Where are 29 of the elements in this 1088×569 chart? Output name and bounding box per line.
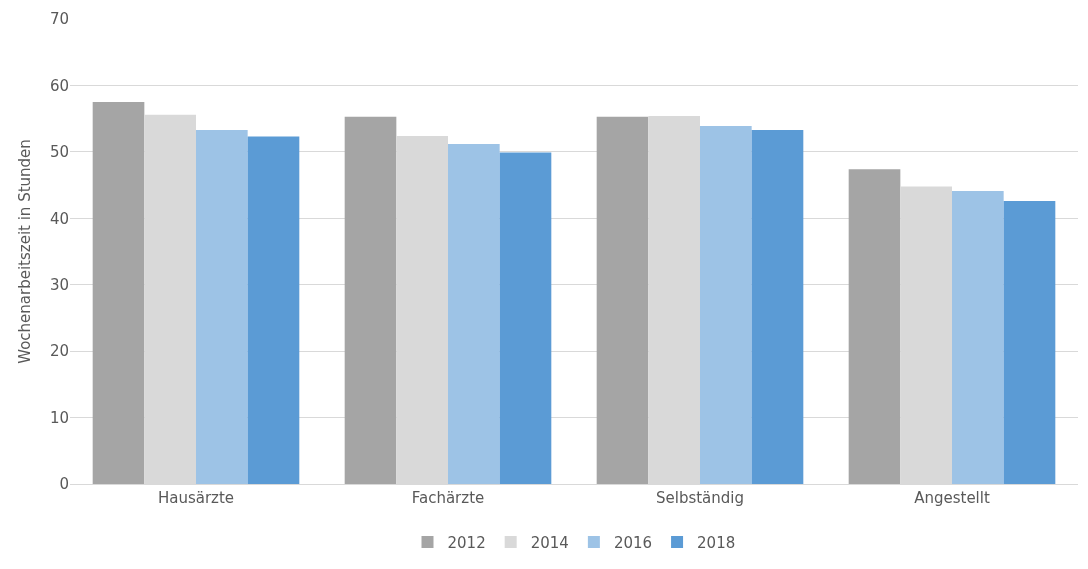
bar [499,152,552,484]
bar [1003,201,1056,484]
bar [92,102,145,484]
y-tick-label: 50 [49,143,69,162]
y-tick-label: 70 [49,10,69,29]
y-tick-label: 20 [49,342,69,361]
x-tick-label: Selbständig [655,489,745,507]
legend-label: 2018 [697,533,736,552]
x-tick-label: Fachärzte [411,489,485,507]
y-tick-label: 0 [59,475,69,494]
bar [448,143,500,484]
legend-label: 2014 [530,533,569,552]
y-tick-label: 30 [49,275,69,294]
bar [700,125,752,484]
y-tick-label: 60 [49,76,69,95]
y-tick-label: 10 [49,408,69,427]
bar [952,191,1004,484]
bar [751,129,804,484]
bar [247,136,300,484]
y-tick-label: 40 [49,209,69,228]
y-axis-title: Wochenarbeitszeit in Stunden [16,139,35,364]
legend-label: 2012 [447,533,486,552]
legend-label: 2016 [613,533,653,552]
x-tick-label: Hausärzte [157,489,235,507]
x-tick-label: Angestellt [914,489,990,507]
bar [344,116,397,484]
bar [848,169,901,484]
bar [596,116,649,484]
bar [196,129,248,484]
